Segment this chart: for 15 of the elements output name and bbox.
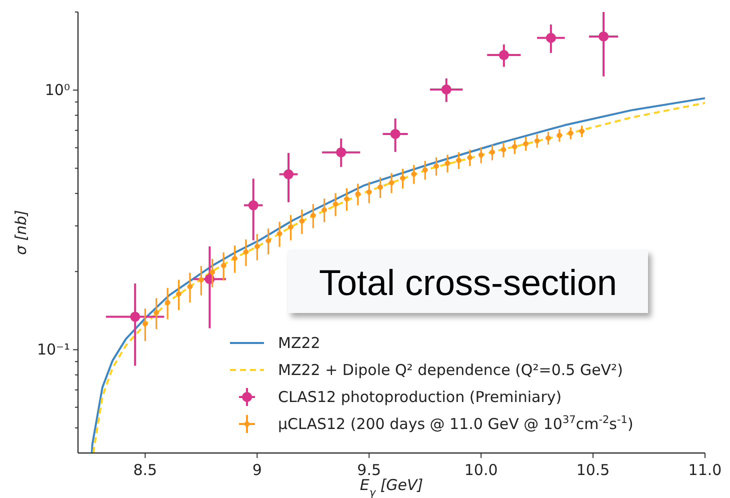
y-tick-label: 10⁻¹ (36, 340, 70, 359)
x-axis-title: E$_{γ}$ [GeV] (360, 476, 424, 498)
y-axis-title: σ [nb] (12, 210, 30, 256)
y-tick-label: 10⁰ (44, 81, 70, 100)
legend-label: MZ22 (278, 334, 320, 352)
x-tick-label: 9.5 (357, 461, 382, 479)
x-tick-label: 10.5 (576, 461, 610, 479)
legend-label: MZ22 + Dipole Q² dependence (Q²=0.5 GeV²) (278, 361, 623, 379)
x-tick-label: 8.5 (133, 461, 158, 479)
legend-label: CLAS12 photoproduction (Preminiary) (278, 388, 562, 406)
legend-label: μCLAS12 (200 days @ 11.0 GeV @ 10$^{37}$cm$^{-2}$s$^{-1}$) (278, 414, 634, 433)
x-tick-label: 10.0 (464, 461, 498, 479)
x-tick-label: 9 (252, 461, 262, 479)
annotation: Total cross-section (318, 262, 618, 303)
x-tick-label: 11.0 (688, 461, 722, 479)
